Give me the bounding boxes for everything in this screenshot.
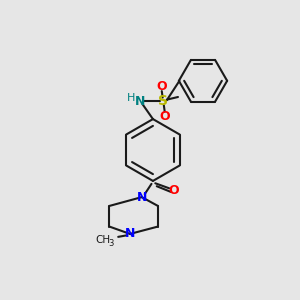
Text: N: N (136, 190, 147, 204)
Text: 3: 3 (108, 239, 113, 248)
Text: CH: CH (96, 235, 111, 245)
Text: O: O (157, 80, 167, 93)
Text: O: O (168, 184, 179, 197)
Text: O: O (159, 110, 170, 123)
Text: H: H (127, 93, 136, 103)
Text: S: S (158, 94, 168, 108)
Text: N: N (134, 95, 145, 108)
Text: N: N (125, 227, 135, 240)
